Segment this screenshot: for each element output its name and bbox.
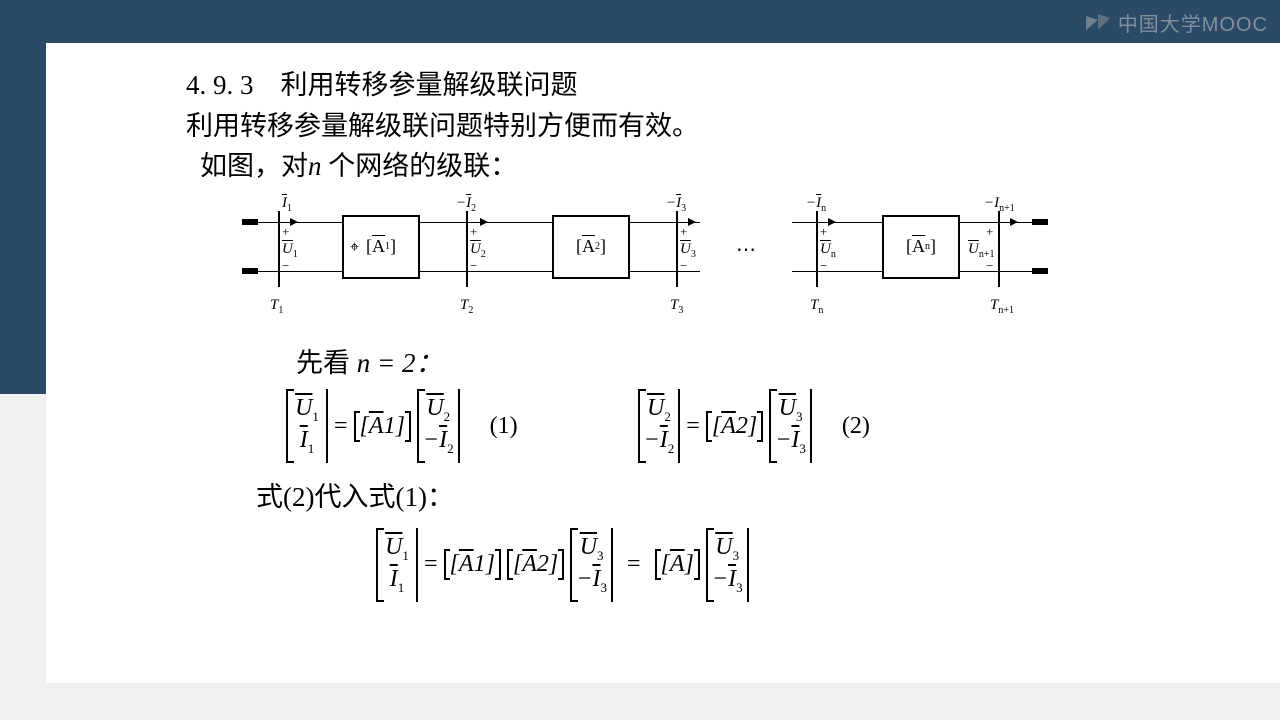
polarity: + [282, 227, 289, 237]
mooc-logo-icon [1086, 14, 1112, 32]
terminal-label: Tn [810, 297, 823, 316]
polarity: + [820, 227, 827, 237]
heading-line: 4. 9. 3 利用转移参量解级联问题 [186, 65, 1170, 106]
equation-final: U1I1 = [A1] [A2] U3−I3 = [A] U3−I3 [376, 528, 1170, 602]
slide-content: 4. 9. 3 利用转移参量解级联问题 利用转移参量解级联问题特别方便而有效。 … [46, 43, 1280, 683]
eq-number: (1) [490, 413, 518, 440]
terminal [242, 268, 258, 274]
terminal-label: T2 [460, 297, 473, 316]
l2-var: n [308, 151, 322, 181]
polarity: − [282, 261, 289, 271]
terminal-label: Tn+1 [990, 297, 1014, 316]
terminal [242, 219, 258, 225]
equation-1: U1I1 = [A1] U2−I2 (1) [286, 389, 518, 463]
arrow-icon [688, 218, 696, 226]
section-number: 4. 9. 3 [186, 70, 254, 100]
terminal [1032, 219, 1048, 225]
voltage-label: U2 [470, 241, 486, 260]
wire [792, 222, 882, 224]
terminal [1032, 268, 1048, 274]
polarity: − [820, 261, 827, 271]
equation-2: U2−I2 = [A2] U3−I3 (2) [638, 389, 870, 463]
polarity: + [986, 227, 993, 237]
port-line [466, 211, 468, 287]
section-title: 利用转移参量解级联问题 [281, 70, 578, 100]
body-line-3: 先看 n = 2： [296, 343, 1170, 384]
watermark: 中国大学MOOC [1086, 8, 1268, 37]
arrow-icon [480, 218, 488, 226]
wire [960, 222, 1040, 224]
port-line [998, 211, 1000, 287]
arrow-icon [828, 218, 836, 226]
arrow-icon [290, 218, 298, 226]
body-line-2: 如图，对n 个网络的级联： [200, 146, 1170, 187]
current-label: I1 [282, 195, 292, 214]
current-label: −In+1 [984, 195, 1015, 214]
port-line [676, 211, 678, 287]
eq-number: (2) [842, 413, 870, 440]
current-label: −In [806, 195, 826, 214]
terminal-label: T1 [270, 297, 283, 316]
polarity: + [680, 227, 687, 237]
cascade-diagram: ⌖ [A1] [A2] [An] ⋯ I1 + U1 − T1 −I2 + U2… [246, 199, 1066, 339]
current-label: −I2 [456, 195, 476, 214]
l2-suffix: 个网络的级联： [322, 151, 518, 181]
wire [246, 271, 342, 273]
port-line [816, 211, 818, 287]
network-block-n: [An] [882, 215, 960, 279]
equation-row-1: U1I1 = [A1] U2−I2 (1) U2−I2 = [A2] U3−I3… [286, 389, 1170, 463]
ellipsis: ⋯ [736, 237, 756, 262]
voltage-label: U3 [680, 241, 696, 260]
body-line-1: 利用转移参量解级联问题特别方便而有效。 [186, 106, 1170, 147]
polarity: + [470, 227, 477, 237]
cursor-icon: ⌖ [350, 239, 359, 257]
l3-eq: n = 2： [357, 348, 443, 378]
wire [792, 271, 882, 273]
voltage-label: Un+1 [968, 241, 994, 260]
polarity: − [470, 261, 477, 271]
polarity: − [986, 261, 993, 271]
terminal-label: T3 [670, 297, 683, 316]
l2-prefix: 如图，对 [200, 151, 308, 181]
arrow-icon [1010, 218, 1018, 226]
network-block-1: ⌖ [A1] [342, 215, 420, 279]
network-block-2: [A2] [552, 215, 630, 279]
voltage-label: U1 [282, 241, 298, 260]
l3-prefix: 先看 [296, 348, 357, 378]
body-line-4: 式(2)代入式(1)： [256, 477, 1170, 518]
voltage-label: Un [820, 241, 836, 260]
port-line [278, 211, 280, 287]
wire [420, 271, 552, 273]
watermark-text: 中国大学MOOC [1118, 8, 1268, 37]
wire [960, 271, 1040, 273]
wire [630, 271, 700, 273]
current-label: −I3 [666, 195, 686, 214]
polarity: − [680, 261, 687, 271]
